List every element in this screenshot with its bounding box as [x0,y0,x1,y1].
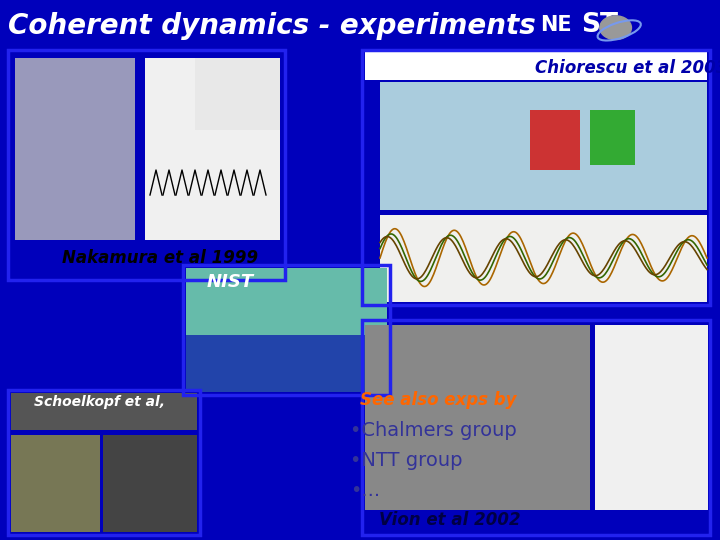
Bar [8,50,285,280]
Bar [15,58,135,240]
Bar [380,82,707,210]
Bar [11,393,197,430]
Bar [595,325,708,510]
Circle shape [600,16,631,39]
Text: ST: ST [581,12,618,38]
Text: Schoelkopf et al,: Schoelkopf et al, [35,395,166,409]
Bar [530,110,580,170]
Text: Coherent dynamics - experiments: Coherent dynamics - experiments [8,12,536,40]
Bar [183,265,390,395]
Bar [11,435,100,532]
Bar [365,325,590,510]
Bar [365,52,707,80]
Text: •NTT group: •NTT group [350,450,462,469]
Text: Vion et al 2002: Vion et al 2002 [379,511,521,529]
Text: Nakamura et al 1999: Nakamura et al 1999 [62,249,258,267]
Bar [145,58,280,240]
Text: •Chalmers group: •Chalmers group [350,421,517,440]
Bar [8,390,200,535]
Bar [362,50,710,305]
Text: NE: NE [540,15,572,35]
Bar [590,110,635,165]
Bar [186,268,387,335]
Bar [362,320,710,535]
Text: NIST: NIST [207,273,253,291]
Bar [103,435,197,532]
Bar [0,0,720,48]
Text: Chiorescu et al 2003: Chiorescu et al 2003 [535,59,720,77]
Text: See also exps by: See also exps by [360,391,516,409]
Bar [380,215,707,302]
Text: •...: •... [350,481,380,500]
Bar [186,335,387,392]
Bar [195,58,280,130]
